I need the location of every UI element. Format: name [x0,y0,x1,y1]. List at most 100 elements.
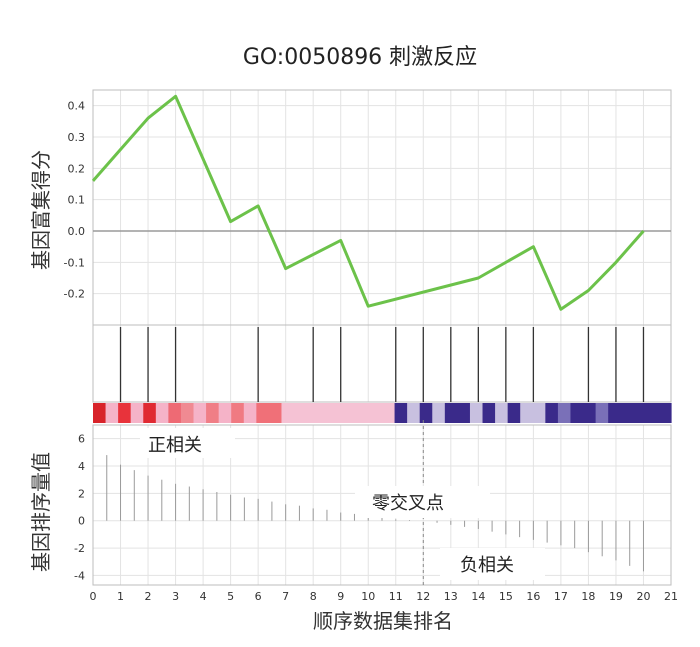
top-panel-frame [92,89,672,326]
heatmap-cell-10 [218,403,232,423]
top-y-tick-5: -0.1 [64,256,85,269]
heatmap-cell-4 [143,403,157,423]
heatmap-cell-44 [645,403,660,423]
heatmap-cell-20 [344,403,358,423]
x-tick-17: 17 [554,590,568,603]
heatmap-cell-28 [444,403,458,423]
heatmap-cell-26 [419,403,433,423]
negative-label-bg [440,548,545,580]
heatmap-cell-25 [407,403,421,423]
chart-title: GO:0050896 刺激反应 [243,45,477,70]
heatmap-cell-17 [306,403,320,423]
heatmap-cell-5 [155,403,169,423]
heatmap-cell-18 [319,403,333,423]
bottom-y-tick-0: 6 [78,433,85,446]
x-tick-7: 7 [282,590,289,603]
heatmap-cell-24 [394,403,408,423]
x-tick-14: 14 [471,590,485,603]
heatmap-cell-33 [507,403,521,423]
negative-correlation-label: 负相关 [460,555,514,576]
x-tick-1: 1 [117,590,124,603]
heatmap-cell-9 [206,403,220,423]
heatmap-cell-36 [545,403,559,423]
x-tick-10: 10 [361,590,375,603]
heatmap-cell-0 [93,403,107,423]
heatmap-cell-3 [130,403,144,423]
bottom-y-tick-1: 4 [78,460,85,473]
bottom-y-axis-label: 基因排序量值 [29,452,53,572]
x-tick-5: 5 [227,590,234,603]
bottom-y-tick-5: -4 [74,569,85,582]
x-tick-21: 21 [664,590,678,603]
x-tick-9: 9 [337,590,344,603]
top-y-tick-1: 0.3 [68,131,86,144]
heatmap-cell-21 [356,403,371,423]
heatmap-cell-31 [482,403,496,423]
heatmap-cell-15 [281,403,295,423]
heatmap-cell-12 [243,403,257,423]
heatmap-cell-16 [294,403,308,423]
x-ticks: 0 1 2 3 4 5 6 7 8 9 10 11 12 13 14 15 16 17 18 19 20 21 [90,590,679,603]
x-tick-19: 19 [609,590,623,603]
x-tick-18: 18 [581,590,595,603]
heatmap-cell-32 [495,403,509,423]
heatmap-cell-35 [532,403,546,423]
x-tick-8: 8 [310,590,317,603]
top-gridlines [92,90,672,325]
x-tick-6: 6 [255,590,262,603]
heatmap-cell-38 [570,403,584,423]
heatmap-cell-30 [469,403,484,423]
heatmap-cell-39 [583,403,597,423]
heatmap-cell-41 [608,403,622,423]
top-y-ticks: 0.4 0.3 0.2 0.1 0.0 -0.1 -0.2 [64,100,85,301]
heatmap-cell-22 [369,403,383,423]
heatmap-cell-13 [256,403,270,423]
hit-lines [119,327,645,402]
heatmap-cell-23 [382,403,396,423]
bottom-panel-frame [92,424,672,586]
heatmap-cell-29 [457,403,471,423]
bottom-y-ticks: 6 4 2 0 -2 -4 [74,433,85,583]
bottom-y-tick-3: 0 [78,515,85,528]
heatmap-cell-40 [595,403,609,423]
x-tick-3: 3 [172,590,179,603]
heatmap-cell-27 [432,403,446,423]
x-tick-2: 2 [145,590,152,603]
top-y-tick-2: 0.2 [68,162,86,175]
positive-correlation-label: 正相关 [148,435,202,456]
zero-cross-label: 零交叉点 [372,493,444,514]
heatmap-cell-43 [633,403,647,423]
x-tick-12: 12 [416,590,430,603]
rank-metric-bars [106,455,644,572]
heatmap-cell-6 [168,403,182,423]
top-y-tick-4: 0.0 [68,225,86,238]
heatmap-cell-11 [231,403,245,423]
heatmap-cell-1 [105,403,119,423]
heatmap-cell-14 [268,403,283,423]
positive-label-bg [140,428,235,458]
heatmap-cell-8 [193,403,207,423]
bottom-y-tick-4: -2 [74,542,85,555]
heatmap-cell-19 [331,403,345,423]
rank-heatmap-bar [93,403,672,423]
x-axis-label: 顺序数据集排名 [313,609,453,633]
top-y-tick-6: -0.2 [64,288,85,301]
x-tick-0: 0 [90,590,97,603]
enrichment-score-line [91,94,645,311]
heatmap-cell-7 [180,403,195,423]
bottom-y-tick-2: 2 [78,487,85,500]
x-tick-11: 11 [389,590,403,603]
hits-gridlines [92,325,672,402]
x-tick-13: 13 [444,590,458,603]
top-y-axis-label: 基因富集得分 [29,150,53,270]
heatmap-cell-42 [620,403,634,423]
top-y-tick-3: 0.1 [68,194,86,207]
heatmap-cell-34 [520,403,534,423]
x-tick-4: 4 [200,590,207,603]
top-y-tick-0: 0.4 [68,100,86,113]
zero-cross-label-bg [355,486,490,518]
x-tick-20: 20 [636,590,650,603]
heatmap-cell-2 [118,403,132,423]
heatmap-cell-37 [557,403,572,423]
